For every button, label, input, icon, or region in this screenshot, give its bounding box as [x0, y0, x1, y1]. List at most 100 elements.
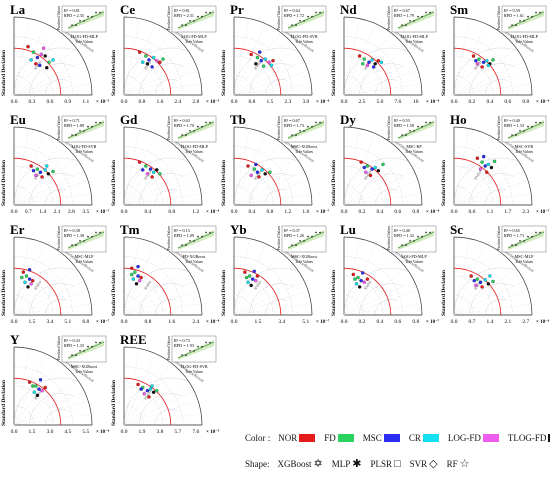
std-arc: [14, 406, 34, 426]
std-arc: [124, 296, 144, 316]
inset-point: [421, 16, 423, 18]
data-point: [40, 53, 43, 56]
data-point: [487, 163, 490, 166]
data-point: [352, 273, 355, 276]
x-unit-label: × 10⁻⁶: [536, 319, 550, 325]
data-point: [358, 54, 361, 57]
inset-point: [299, 130, 301, 132]
data-point: [150, 65, 153, 68]
inset-xlabel: True Values: [75, 370, 94, 374]
inset-point: [95, 232, 97, 234]
inset-rpd: RPD = 1.73: [284, 123, 304, 128]
inset-point: [87, 346, 89, 348]
data-point: [36, 56, 39, 59]
inset-point: [311, 126, 313, 128]
x-tick-label: 0.8: [522, 99, 529, 105]
inset-point: [401, 24, 403, 26]
x-tick-label: 7.6: [394, 99, 401, 105]
data-point: [144, 164, 147, 167]
rmsd-arc: [375, 299, 397, 315]
inset-point: [295, 24, 297, 26]
data-point: [493, 160, 496, 163]
inset-point: [511, 134, 513, 136]
inset-point: [299, 20, 301, 22]
inset-point: [311, 236, 313, 238]
data-point: [377, 169, 380, 172]
data-point: [136, 383, 139, 386]
data-point: [488, 274, 491, 277]
x-tick-label: 2.5: [359, 99, 366, 105]
data-point: [262, 65, 265, 68]
rmsd-arc: [155, 79, 177, 95]
reference-arc: [344, 48, 391, 95]
data-point: [28, 268, 31, 271]
data-point: [487, 64, 490, 67]
inset-point: [535, 12, 537, 14]
inset-point: [197, 126, 199, 128]
inset-point: [291, 134, 293, 136]
x-tick-label: 1.6: [156, 99, 163, 105]
inset-point: [315, 232, 317, 234]
x-tick-label: 0.0: [451, 319, 458, 325]
data-point: [476, 278, 479, 281]
rmsd-arc: [124, 268, 190, 315]
rmsd-arc: [485, 79, 507, 95]
inset-point: [79, 20, 81, 22]
inset-point: [515, 24, 517, 26]
data-point: [254, 62, 257, 65]
inset-point: [319, 122, 321, 124]
x-tick-label: 1.5: [266, 99, 273, 105]
x-tick-label: 0.0: [451, 209, 458, 215]
data-point: [34, 62, 37, 65]
inset-ylabel: Predicted Values: [387, 115, 391, 140]
inset-rpd: RPD = 1.58: [394, 123, 414, 128]
inset-point: [421, 236, 423, 238]
legend-item-cr: CR: [409, 433, 439, 443]
inset-model: LOG-FD-SVR: [72, 144, 97, 149]
data-point: [149, 168, 152, 171]
data-point: [485, 171, 488, 174]
inset-ylabel: Predicted Values: [57, 115, 61, 140]
inset-point: [527, 126, 529, 128]
data-point: [470, 274, 473, 277]
inset-point: [193, 240, 195, 242]
inset-point: [539, 232, 541, 234]
data-point: [146, 62, 149, 65]
x-tick-label: 5.0: [376, 99, 383, 105]
inset-point: [83, 130, 85, 132]
inset-point: [209, 122, 211, 124]
data-point: [138, 51, 141, 54]
inset-model: FD-XGBoost: [183, 254, 206, 259]
x-tick-label: 3.5: [82, 209, 89, 215]
y-axis-label: Standard Deviation: [221, 160, 227, 206]
inset-rpd: RPD = 1.33: [504, 123, 524, 128]
inset-point: [319, 232, 321, 234]
std-arc: [14, 37, 73, 96]
inset-model: LOG-FD-MLP: [401, 254, 427, 259]
data-point: [130, 273, 133, 276]
inset-model: MSC-XGBoost: [71, 364, 98, 369]
inset-xlabel: True Values: [515, 150, 534, 154]
inset-rpd: RPD = 1.72: [284, 13, 304, 18]
data-point: [36, 168, 39, 171]
inset-point: [291, 24, 293, 26]
inset-point: [401, 134, 403, 136]
inset-point: [531, 126, 533, 128]
inset-point: [95, 122, 97, 124]
data-point: [363, 166, 366, 169]
inset-point: [71, 134, 73, 136]
x-unit-label: × 10⁻⁶: [316, 99, 330, 105]
x-tick-label: 0.0: [341, 209, 348, 215]
x-tick-label: 0.0: [231, 99, 238, 105]
y-axis-label: Standard Deviation: [331, 270, 337, 316]
inset-point: [405, 134, 407, 136]
reference-arc: [344, 268, 391, 315]
panel-sc: Standard DeviationCorrelation Coefficien…: [441, 222, 550, 325]
inset-ylabel: Predicted Values: [497, 225, 501, 250]
inset-point: [531, 236, 533, 238]
x-unit-label: × 10⁻⁷: [426, 319, 440, 325]
inset-point: [409, 240, 411, 242]
inset-point: [185, 24, 187, 26]
inset-point: [303, 240, 305, 242]
